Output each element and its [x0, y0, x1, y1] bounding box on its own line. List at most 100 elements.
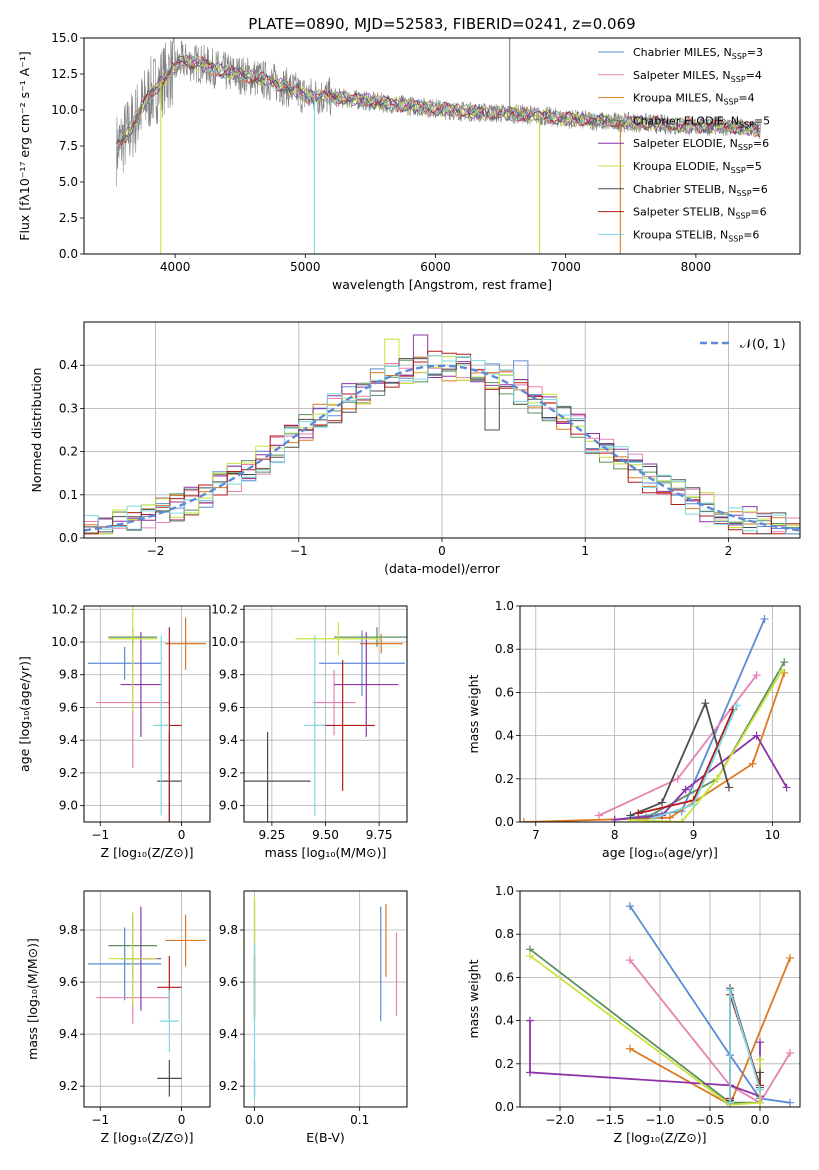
y-tick-label: 10.0	[51, 635, 78, 649]
x-tick-label: −1.5	[595, 1113, 624, 1127]
weight-point-marker	[610, 815, 619, 822]
model-spectrum-chabrier_stelib	[116, 55, 761, 145]
weight-point-marker	[786, 1049, 794, 1057]
y-tick-label: 9.2	[219, 766, 238, 780]
weight-point-marker	[780, 658, 789, 667]
x-tick-label: 2	[725, 544, 733, 558]
x-tick-label: 10	[765, 828, 780, 842]
weight-point-marker	[786, 953, 794, 962]
legend-entry: Kroupa STELIB, NSSP=6	[633, 228, 759, 243]
legend-text: Salpeter MILES, N	[633, 69, 731, 82]
weight-point-marker	[520, 818, 528, 822]
x-tick-label: 5000	[290, 260, 321, 274]
errorbar-point-kroupa_elodie	[108, 911, 158, 1006]
errorbar-point-chabrier_miles	[88, 646, 162, 680]
legend-subscript: SSP	[739, 120, 754, 129]
x-axis-label: Z [log₁₀(Z/Z⊙)]	[614, 1130, 707, 1145]
weight-line	[629, 959, 791, 1104]
legend-subscript: SSP	[738, 143, 753, 152]
legend-suffix: =4	[738, 92, 754, 105]
y-tick-label: 1.0	[495, 599, 514, 613]
y-tick-label: 9.8	[59, 923, 78, 937]
legend-suffix: =5	[746, 160, 762, 173]
chart-age_vs_z: −1 0 9.0 9.2 9.4 9.6 9.8 10.0 10.2 Z [log₁₀(Z/Z⊙)…	[17, 602, 211, 860]
y-tick-label: 0.0	[59, 531, 78, 545]
legend-suffix: =6	[753, 137, 769, 150]
chart-age_vs_mass: 9.25 9.50 9.75 9.0 9.2 9.4 9.6 9.8 10.0 10.2 mass …	[211, 602, 408, 860]
weight-point-marker	[677, 818, 686, 822]
errorbar-point-kroupa_miles	[165, 914, 206, 967]
y-tick-label: 9.8	[219, 668, 238, 682]
x-axis-label: wavelength [Angstrom, rest frame]	[332, 277, 552, 292]
legend-suffix: =3	[747, 46, 763, 59]
weight-point-marker	[713, 774, 722, 783]
axes-frame	[243, 890, 408, 1108]
legend-suffix: =6	[752, 183, 768, 196]
y-tick-label: 9.6	[219, 700, 238, 714]
y-tick-label: 10.2	[51, 602, 78, 616]
x-tick-label: 9.75	[366, 828, 393, 842]
chart-legend: Chabrier MILES, N SSP =3 Salpeter MILES, N S…	[598, 46, 770, 243]
y-tick-label: 0.0	[495, 1100, 514, 1114]
weight-point-marker	[786, 1098, 794, 1107]
legend-text: Kroupa STELIB, N	[633, 228, 728, 241]
errorbar-point-chabrier_miles	[88, 927, 162, 1001]
legend-text: Kroupa MILES, N	[633, 92, 723, 105]
weight-point-marker	[626, 902, 634, 911]
legend-entry: Chabrier STELIB, NSSP=6	[633, 183, 768, 198]
x-tick-label: 7	[532, 828, 540, 842]
weight-series-kroupa_miles	[520, 668, 789, 822]
weight-point-marker	[526, 1068, 534, 1077]
y-axis-label: mass weight	[466, 959, 481, 1038]
y-tick-label: 10.0	[51, 103, 78, 117]
chart-residuals: −2 −1 0 1 2 0.0 0.1 0.2 0.3 0.4 (data-model)/error…	[29, 321, 801, 576]
x-axis-label: Z [log₁₀(Z/Z⊙)]	[101, 1130, 194, 1145]
y-tick-label: 9.4	[59, 733, 78, 747]
plot-area	[88, 606, 206, 822]
legend-text: Kroupa ELODIE, N	[633, 160, 731, 173]
plot-area	[526, 902, 794, 1107]
x-tick-label: 0	[178, 1113, 186, 1127]
x-axis-label: mass [log₁₀(M/M⊙)]	[265, 845, 387, 860]
chart-spectrum: 4000 5000 6000 7000 8000 0.0 2.5 5.0 7.5 10.0 12.5…	[17, 15, 801, 292]
weight-point-marker	[756, 1055, 764, 1064]
x-tick-label: −1.0	[645, 1113, 674, 1127]
y-tick-label: 9.2	[59, 1079, 78, 1093]
weight-point-marker	[726, 1098, 734, 1107]
weight-point-marker	[634, 809, 643, 818]
weight-point-marker	[650, 813, 659, 822]
weight-point-marker	[756, 1098, 764, 1107]
weight-point-marker	[760, 614, 769, 623]
model-spectrum-kroupa_elodie	[116, 55, 761, 147]
y-tick-label: 0.6	[495, 970, 514, 984]
y-tick-label: 0.0	[495, 815, 514, 829]
y-tick-label: 9.6	[59, 700, 78, 714]
y-axis-label: mass weight	[466, 674, 481, 753]
x-tick-label: 0.0	[750, 1113, 769, 1127]
y-tick-label: 0.2	[59, 445, 78, 459]
y-tick-label: 10.0	[211, 635, 238, 649]
y-tick-label: 0.4	[59, 358, 78, 372]
legend-entry: Salpeter ELODIE, NSSP=6	[633, 137, 769, 152]
weight-point-marker	[725, 783, 734, 792]
y-tick-label: 0.6	[495, 685, 514, 699]
plot-area	[116, 38, 762, 254]
y-tick-label: 10.2	[211, 602, 238, 616]
histogram-salpeter_stelib	[84, 350, 800, 538]
weight-point-marker	[756, 1038, 764, 1047]
x-tick-label: −1	[91, 828, 109, 842]
y-tick-label: 7.5	[59, 139, 78, 153]
legend-subscript: SSP	[735, 212, 750, 221]
x-tick-label: −2	[147, 544, 165, 558]
x-tick-label: 6000	[420, 260, 451, 274]
x-tick-label: 9	[690, 828, 698, 842]
weight-series-salpeter_elodie	[610, 731, 791, 822]
y-tick-label: 1.0	[495, 884, 514, 898]
y-tick-label: 0.8	[495, 642, 514, 656]
y-tick-label: 0.2	[495, 1057, 514, 1071]
legend-text: Chabrier MILES, N	[633, 46, 732, 59]
y-tick-label: 9.4	[219, 1027, 238, 1041]
y-tick-label: 9.0	[219, 799, 238, 813]
